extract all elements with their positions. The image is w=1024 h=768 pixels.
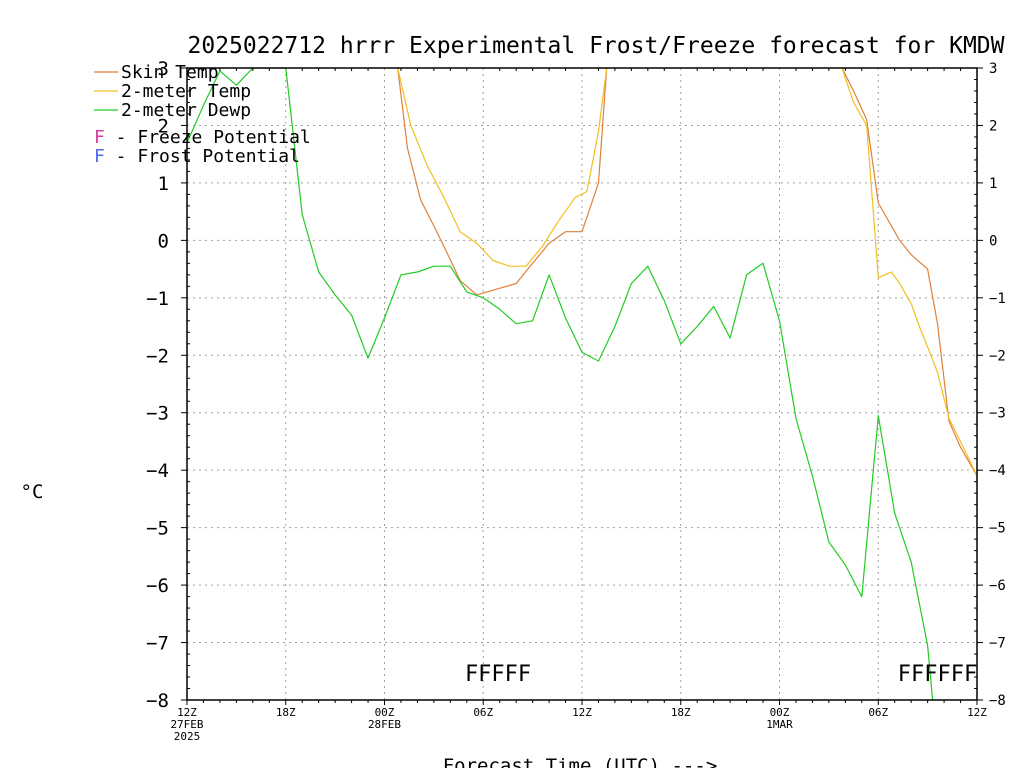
series-line-2-meter-temp [397,68,608,267]
ytick-label-left: −1 [146,288,169,310]
legend-label: 2-meter Dewp [121,100,251,121]
xtick-label: 18Z [276,706,296,719]
legend-marker-1: F - Frost Potential [94,146,300,167]
ytick-label-left: 1 [158,173,169,195]
grid [187,68,977,700]
legend-marker-letter: F [94,127,105,148]
legend-label: Skin Temp [121,62,219,83]
xtick-label: 06Z [868,706,888,719]
legend-marker-text: - Freeze Potential [105,127,311,148]
legend-marker-letter: F [94,146,105,167]
ytick-label-left: 0 [158,230,169,252]
chart-title: 2025022712 hrrr Experimental Frost/Freez… [188,33,1005,59]
ytick-label-right: −1 [989,291,1006,307]
series-line-2-meter-dewp [187,68,934,700]
ytick-label-right: −8 [989,693,1006,709]
ytick-label-left: 3 [158,58,169,80]
series-line-skin-temp-part2 [841,68,977,477]
ytick-label-right: −2 [989,348,1006,364]
xtick-label: 1MAR [766,718,793,731]
ytick-label-left: −4 [146,460,169,482]
y-axis-label: °C [21,481,44,503]
ytick-label-left: −8 [146,690,169,712]
ytick-label-left: 2 [158,115,169,137]
xtick-label: 00Z [770,706,790,719]
freeze-flag-0: FFFFF [465,662,531,687]
series-line-skin-temp [397,68,608,296]
ytick-label-left: −5 [146,518,169,540]
series-line-2-meter-temp-part2 [841,68,977,477]
xtick-label: 12Z [572,706,592,719]
ytick-label-right: −7 [989,636,1006,652]
xtick-label: 18Z [671,706,691,719]
x-axis-label: Forecast Time (UTC) ---> [443,755,718,768]
axes-ticks: −8 −8 −7 −7 −6 −6 −5 −5 −4 −4 −3 −3 −2 −2 −1 −1 0 0 1 1 2 2 3 3… [146,58,1006,743]
xtick-label: 2025 [174,730,201,743]
legend-marker-0: F - Freeze Potential [94,127,311,148]
xtick-label: 00Z [375,706,395,719]
ytick-label-left: −2 [146,345,169,367]
plot-frame [186,67,978,701]
xtick-label: 27FEB [170,718,203,731]
freeze-flag-1: FFFFFF [898,662,977,687]
ytick-label-right: 2 [989,118,997,134]
ytick-label-right: −3 [989,406,1006,422]
ytick-label-right: 3 [989,61,997,77]
potential-flags: FFFFF FFFFFF [465,662,977,687]
series-layer [187,68,977,700]
ytick-label-left: −7 [146,633,169,655]
ytick-label-right: 1 [989,176,997,192]
xtick-label: 12Z [177,706,197,719]
xtick-label: 12Z [967,706,987,719]
xtick-label: 06Z [473,706,493,719]
ytick-label-right: 0 [989,233,997,249]
ytick-label-left: −3 [146,403,169,425]
ytick-label-right: −4 [989,463,1006,479]
ytick-label-right: −5 [989,521,1006,537]
legend-marker-text: - Frost Potential [105,146,300,167]
ytick-label-left: −6 [146,575,169,597]
legend-label: 2-meter Temp [121,81,251,102]
xtick-label: 28FEB [368,718,401,731]
ytick-label-right: −6 [989,578,1006,594]
